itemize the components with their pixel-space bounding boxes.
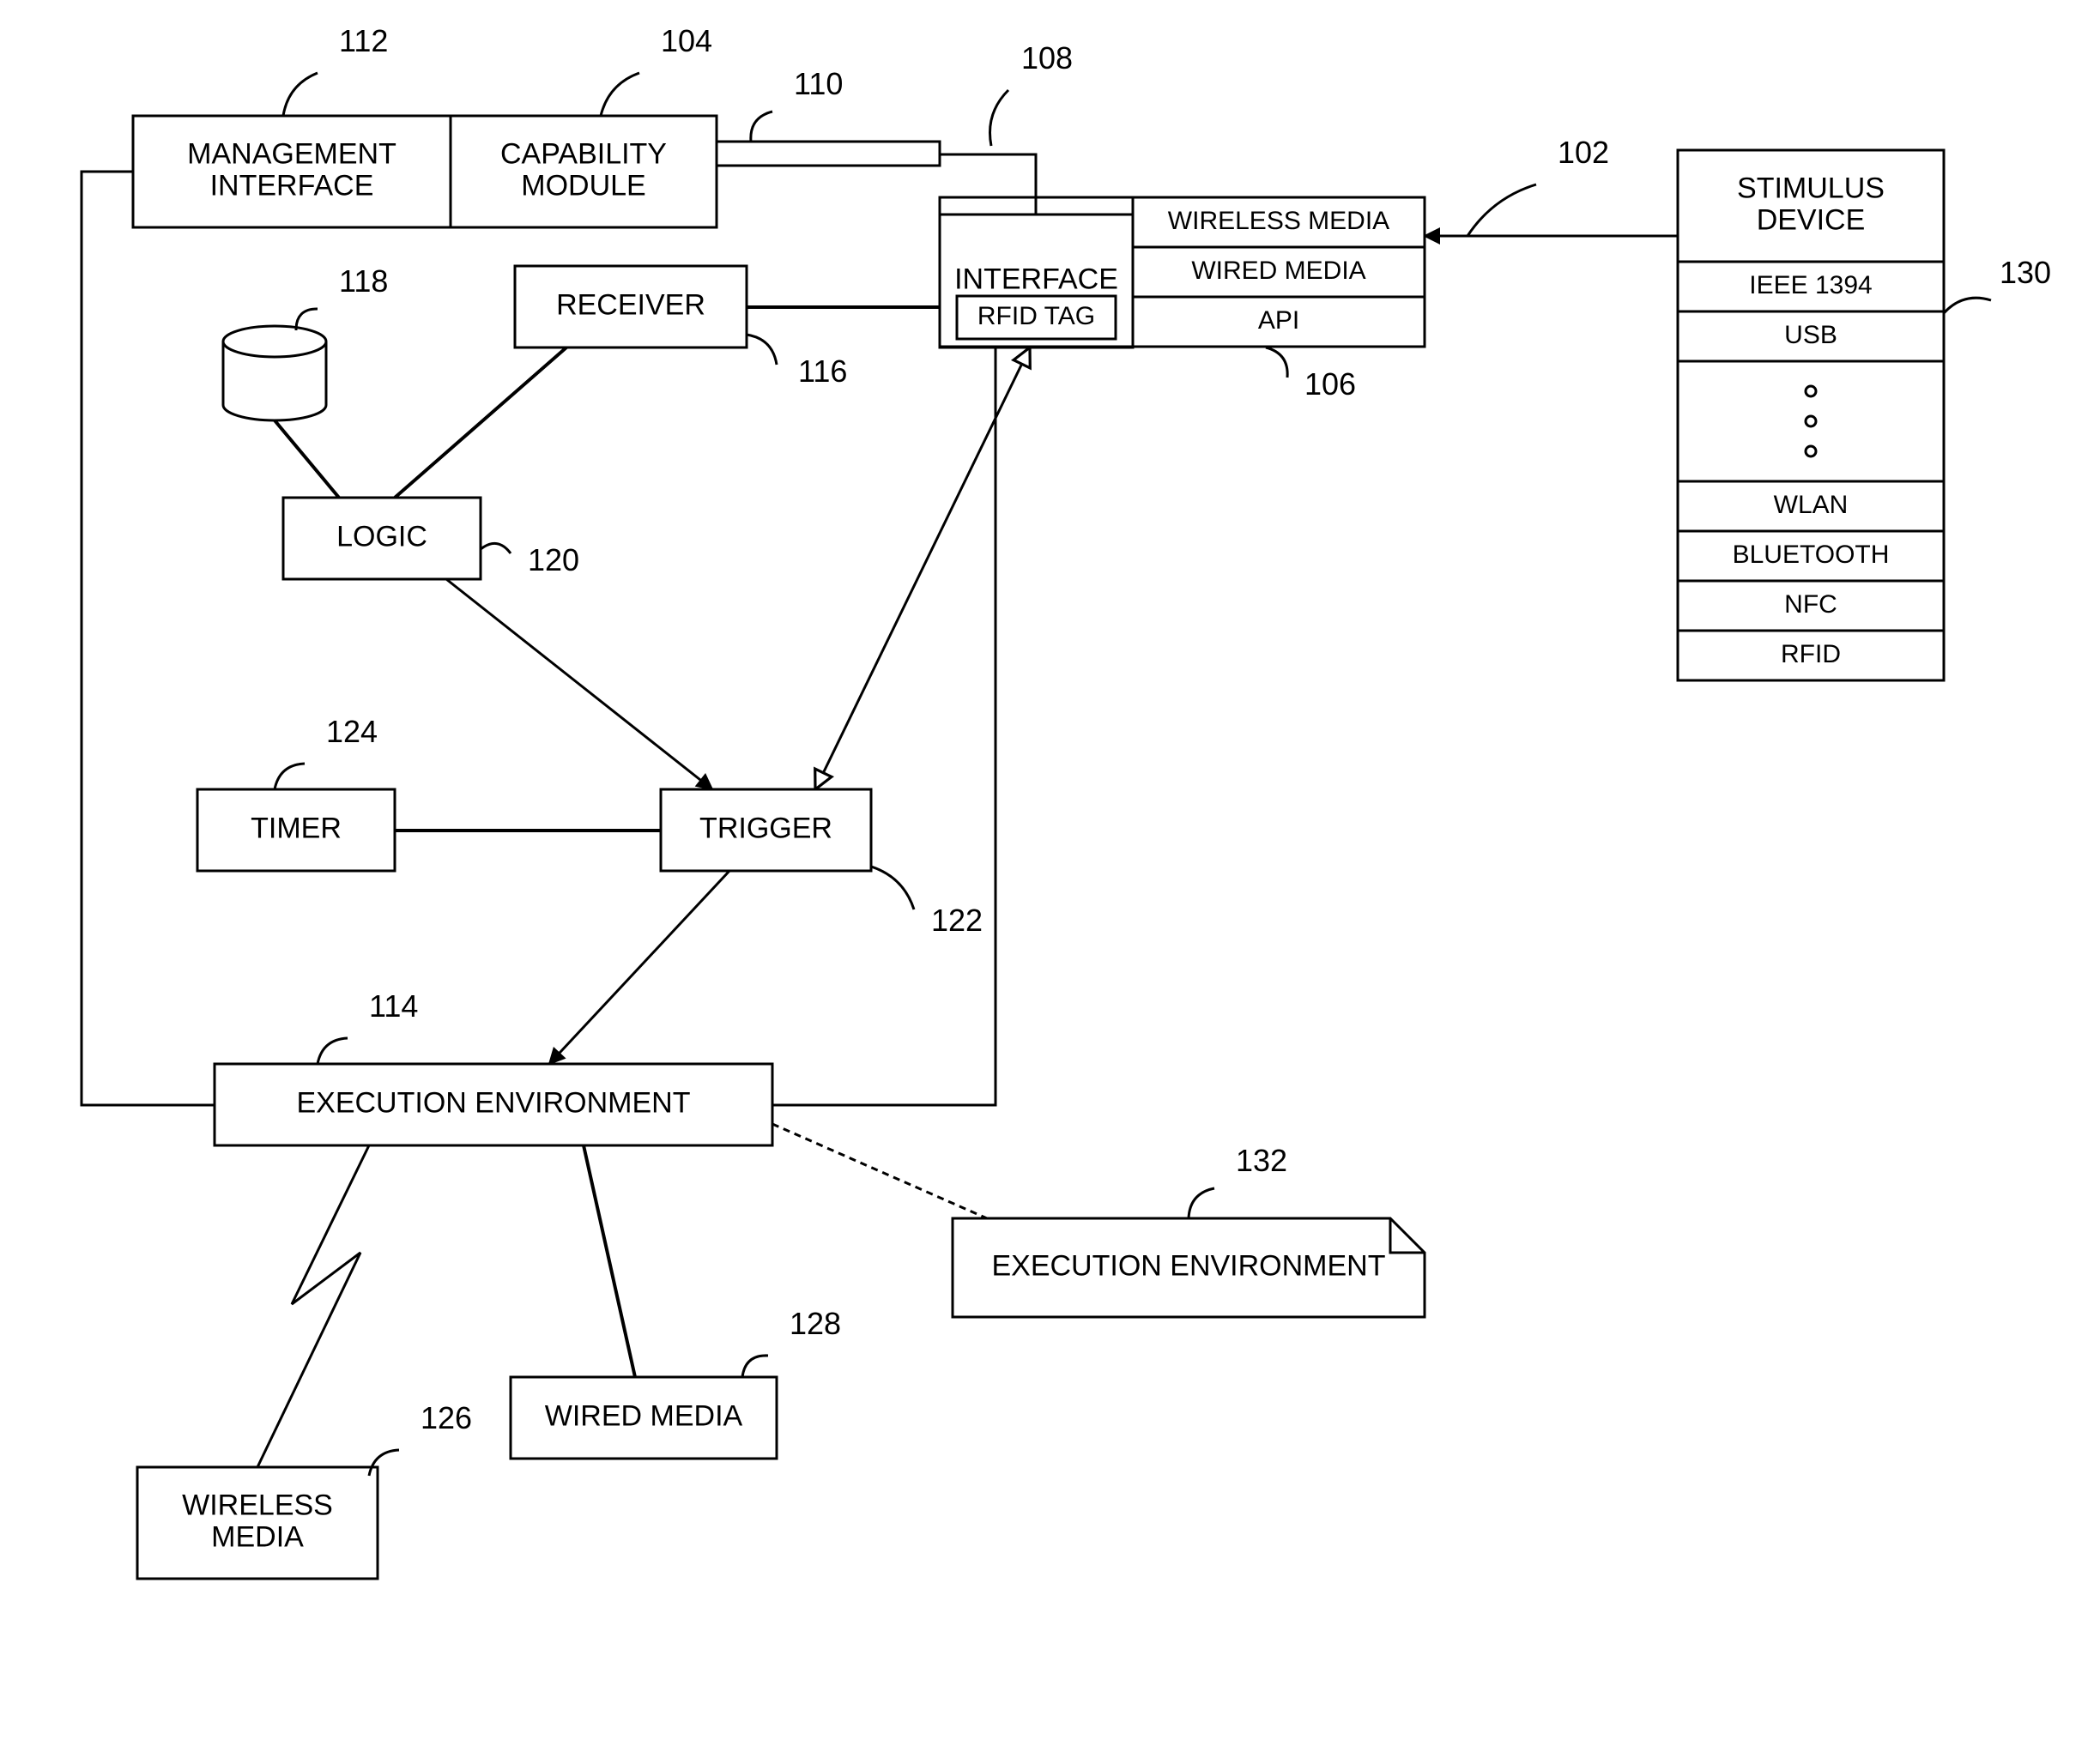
timer-label: TIMER (251, 812, 342, 844)
bluetooth: BLUETOOTH (1678, 531, 1944, 581)
receiver-label: RECEIVER (556, 288, 705, 321)
wired_row-label: WIRED MEDIA (1191, 257, 1365, 285)
timer: TIMER (197, 789, 395, 871)
cap_mod: CAPABILITYMODULE (451, 116, 717, 227)
ref-120: 120 (528, 542, 579, 577)
ref-114: 114 (369, 988, 418, 1024)
usb: USB (1678, 311, 1944, 361)
nfc: NFC (1678, 581, 1944, 631)
logic: LOGIC (283, 498, 481, 579)
ref-110: 110 (794, 66, 843, 101)
ref-108: 108 (1021, 40, 1073, 76)
interface-label: INTERFACE (954, 263, 1118, 295)
ref-132: 132 (1236, 1143, 1287, 1178)
exec_env2-label: EXECUTION ENVIRONMENT (991, 1249, 1385, 1282)
mgmt_if-label: MANAGEMENT (187, 137, 396, 170)
ref-106: 106 (1304, 366, 1356, 402)
bluetooth-label: BLUETOOTH (1733, 541, 1890, 569)
ref-126: 126 (421, 1400, 472, 1435)
rfid-label: RFID (1781, 640, 1841, 668)
stimulus: STIMULUSDEVICE (1678, 150, 1944, 262)
rfid: RFID (1678, 631, 1944, 680)
ref-102: 102 (1558, 135, 1609, 170)
api_row: API (1133, 297, 1425, 347)
wireless_media: WIRELESSMEDIA (137, 1467, 378, 1579)
ref-116: 116 (798, 353, 847, 389)
rfid_tag-label: RFID TAG (977, 302, 1095, 330)
ref-128: 128 (790, 1306, 841, 1341)
stimulus-label: STIMULUS (1737, 172, 1885, 204)
bar110 (717, 142, 940, 166)
wired_media-label: WIRED MEDIA (545, 1399, 743, 1432)
ref-124: 124 (326, 714, 378, 749)
mgmt_if-label: INTERFACE (210, 170, 374, 202)
api_row-label: API (1258, 306, 1299, 335)
ref-104: 104 (661, 23, 712, 58)
wlan: WLAN (1678, 481, 1944, 531)
trigger: TRIGGER (661, 789, 871, 871)
logic-label: LOGIC (336, 520, 427, 553)
ieee1394-label: IEEE 1394 (1749, 271, 1872, 299)
wireless_row-label: WIRELESS MEDIA (1168, 207, 1389, 235)
exec_env: EXECUTION ENVIRONMENT (215, 1064, 772, 1145)
receiver: RECEIVER (515, 266, 747, 347)
wireless_media-label: MEDIA (211, 1521, 304, 1554)
dots (1678, 361, 1944, 481)
wlan-label: WLAN (1774, 491, 1849, 519)
database (223, 326, 326, 420)
exec_env-label: EXECUTION ENVIRONMENT (296, 1086, 690, 1119)
ref-122: 122 (931, 903, 983, 938)
cap_mod-label: MODULE (521, 170, 645, 202)
trigger-label: TRIGGER (699, 812, 832, 844)
cap_mod-label: CAPABILITY (500, 137, 667, 170)
rfid_tag: RFID TAG (957, 296, 1116, 339)
stimulus-label: DEVICE (1757, 204, 1866, 237)
exec_env2: EXECUTION ENVIRONMENT (953, 1218, 1425, 1317)
wired_row: WIRED MEDIA (1133, 247, 1425, 297)
wired_media: WIRED MEDIA (511, 1377, 777, 1459)
mgmt_if: MANAGEMENTINTERFACE (133, 116, 451, 227)
nfc-label: NFC (1784, 590, 1837, 619)
ieee1394: IEEE 1394 (1678, 262, 1944, 311)
wireless_media-label: WIRELESS (182, 1489, 333, 1521)
wireless_row: WIRELESS MEDIA (1133, 197, 1425, 247)
usb-label: USB (1784, 321, 1837, 349)
ref-130: 130 (2000, 255, 2051, 290)
ref-112: 112 (339, 23, 388, 58)
ref-118: 118 (339, 263, 388, 299)
